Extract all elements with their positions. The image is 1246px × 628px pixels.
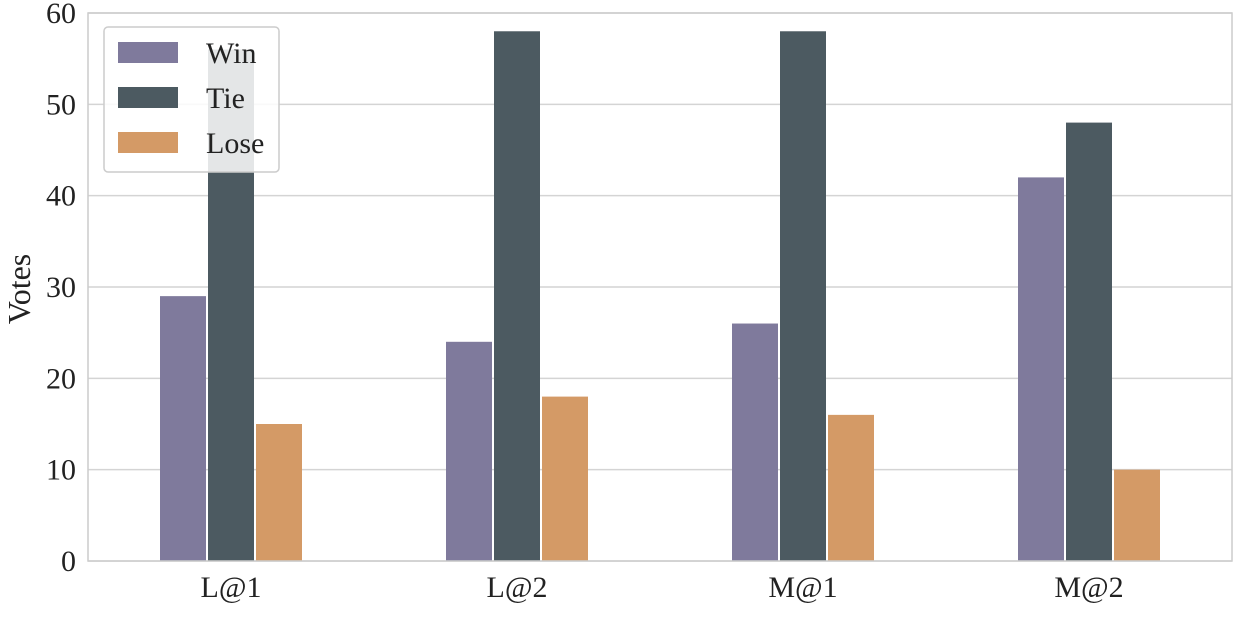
plot-frame	[87, 12, 1233, 562]
legend-swatch-lose	[118, 132, 178, 153]
bar-tie-mat1	[780, 31, 826, 562]
y-tick-label: 40	[46, 180, 76, 213]
x-tick-labels: L@1 L@2 M@1 M@2	[201, 571, 1124, 604]
legend: Win Tie Lose	[103, 26, 280, 173]
legend-label-tie: Tie	[206, 82, 245, 115]
bar-lose-mat2	[1114, 469, 1160, 561]
x-tick-label: L@2	[487, 571, 548, 604]
bar-win-lat1	[160, 296, 206, 561]
legend-swatch-tie	[118, 87, 178, 108]
y-tick-labels: 0 10 20 30 40 50 60	[46, 0, 76, 578]
legend-label-lose: Lose	[206, 127, 264, 160]
y-tick-label: 0	[61, 545, 76, 578]
bar-win-lat2	[446, 341, 492, 561]
legend-swatch-win	[118, 42, 178, 63]
y-tick-label: 60	[46, 0, 76, 30]
bar-lose-lat2	[542, 396, 588, 561]
bar-lose-lat1	[256, 424, 302, 561]
y-axis-label: Votes	[1, 254, 37, 325]
bar-tie-mat2	[1066, 122, 1112, 561]
y-tick-label: 30	[46, 271, 76, 304]
y-tick-label: 20	[46, 362, 76, 395]
legend-label-win: Win	[206, 37, 256, 70]
bar-lose-mat1	[828, 414, 874, 561]
bars	[160, 31, 1160, 562]
x-tick-label: M@2	[1054, 571, 1123, 604]
bar-win-mat1	[732, 323, 778, 561]
y-tick-label: 50	[46, 88, 76, 121]
bar-win-mat2	[1018, 177, 1064, 561]
bar-tie-lat2	[494, 31, 540, 562]
x-tick-label: M@1	[768, 571, 837, 604]
y-tick-label: 10	[46, 454, 76, 487]
x-tick-label: L@1	[201, 571, 262, 604]
